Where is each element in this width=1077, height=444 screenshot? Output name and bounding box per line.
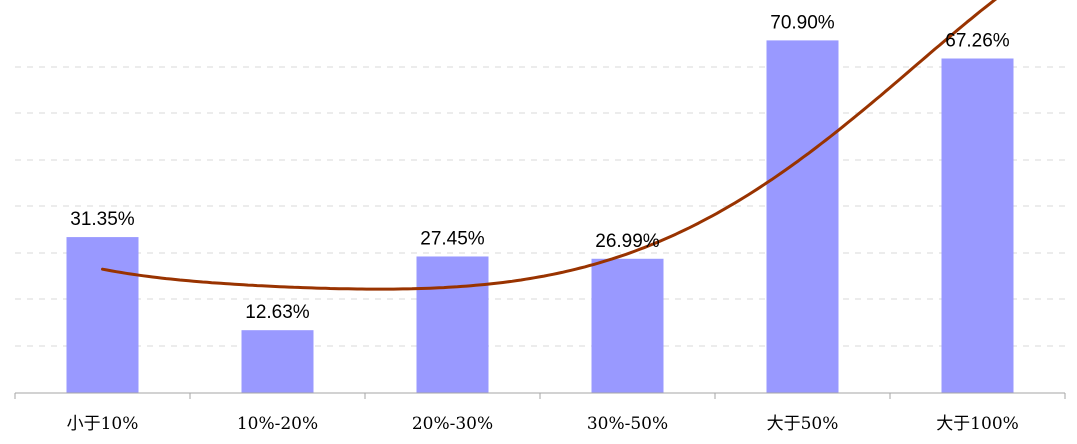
x-tick-label: 大于100% — [936, 414, 1019, 434]
data-label: 27.45% — [420, 228, 485, 249]
bar — [766, 40, 839, 394]
x-tick-label: 10%-20% — [237, 414, 318, 434]
gridlines — [15, 66, 1065, 347]
data-label: 12.63% — [245, 302, 310, 323]
x-tick-label: 20%-30% — [412, 414, 493, 434]
bar — [416, 256, 489, 393]
bar — [941, 58, 1014, 394]
x-tick-label: 大于50% — [767, 414, 839, 434]
data-label: 67.26% — [945, 30, 1010, 51]
bars — [66, 40, 1014, 394]
x-tick-label: 小于10% — [67, 414, 139, 434]
data-label: 31.35% — [70, 209, 135, 230]
data-labels: 31.35% 12.63% 27.45% 26.99% 70.90% 67.26% — [70, 12, 1010, 323]
trend-line — [101, 0, 998, 291]
x-tick-label: 30%-50% — [587, 414, 668, 434]
data-label: 26.99% — [595, 231, 660, 252]
data-label: 70.90% — [770, 12, 835, 33]
bar — [66, 237, 139, 393]
x-axis-ticks: 小于10% 10%-20% 20%-30% 30%-50% 大于50% 大于100% — [14, 393, 1066, 434]
bar — [241, 330, 314, 393]
bar — [591, 258, 664, 393]
